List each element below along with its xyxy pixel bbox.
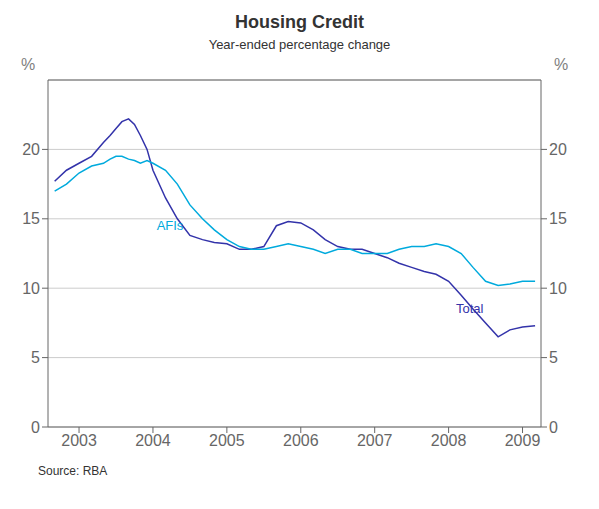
svg-text:10: 10 bbox=[22, 280, 40, 297]
svg-text:5: 5 bbox=[549, 349, 558, 366]
svg-text:5: 5 bbox=[31, 349, 40, 366]
svg-text:2006: 2006 bbox=[283, 432, 319, 449]
svg-text:0: 0 bbox=[549, 419, 558, 436]
svg-text:2007: 2007 bbox=[357, 432, 393, 449]
svg-text:2004: 2004 bbox=[135, 432, 171, 449]
svg-text:15: 15 bbox=[22, 210, 40, 227]
svg-text:2008: 2008 bbox=[431, 432, 467, 449]
svg-text:0: 0 bbox=[31, 419, 40, 436]
svg-text:%: % bbox=[554, 56, 568, 73]
html-text:Source: RBA: Source: RBA bbox=[38, 464, 108, 478]
svg-text:AFIs: AFIs bbox=[157, 218, 184, 233]
svg-text:2009: 2009 bbox=[505, 432, 541, 449]
html-text:Housing Credit: Housing Credit bbox=[235, 12, 364, 32]
svg-text:20: 20 bbox=[549, 141, 567, 158]
svg-text:15: 15 bbox=[549, 210, 567, 227]
svg-text:Total: Total bbox=[456, 301, 484, 316]
svg-text:10: 10 bbox=[549, 280, 567, 297]
svg-text:20: 20 bbox=[22, 141, 40, 158]
html-text:Year-ended percentage change: Year-ended percentage change bbox=[208, 37, 391, 52]
svg-text:2003: 2003 bbox=[61, 432, 97, 449]
svg-text:2005: 2005 bbox=[209, 432, 245, 449]
svg-text:%: % bbox=[21, 56, 35, 73]
